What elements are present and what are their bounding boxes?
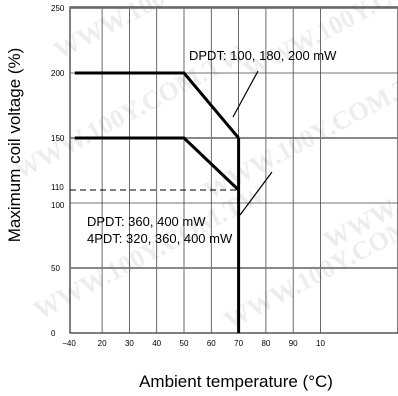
grid <box>69 6 398 334</box>
x-tick-label: 20 <box>98 339 107 348</box>
watermark-text: WWW.100Y.COM.TW <box>239 0 398 85</box>
y-tick-label: 50 <box>51 264 60 273</box>
plot-area <box>70 70 273 333</box>
y-tick-label: 110 <box>51 183 64 192</box>
x-tick-label: 70 <box>234 339 243 348</box>
watermark-text: WWW.100Y.COM.TW <box>199 59 398 205</box>
leader-line-lower <box>239 171 273 216</box>
y-tick-label: 250 <box>51 4 65 13</box>
x-tick-label: 60 <box>207 339 216 348</box>
plot-frame <box>69 6 398 334</box>
y-axis-label: Maximum coil voltage (%) <box>5 48 24 243</box>
series-line-2 <box>74 136 240 192</box>
y-tick-label: 150 <box>51 134 65 143</box>
y-tick-label: 200 <box>51 69 65 78</box>
x-axis-label: Ambient temperature (°C) <box>139 372 333 391</box>
x-tick-label: 10 <box>316 339 325 348</box>
leader-line-upper <box>232 70 259 118</box>
series-line-1 <box>74 71 240 139</box>
annotation-lower-line1: DPDT: 360, 400 mW <box>87 214 206 229</box>
y-tick-label: 0 <box>51 329 56 338</box>
annotation-lower-line2: 4PDT: 320, 360, 400 mW <box>87 231 233 246</box>
x-tick-label: 30 <box>125 339 134 348</box>
x-tick-label: −40 <box>62 339 76 348</box>
x-tick-label: 80 <box>261 339 270 348</box>
y-tick-label: 100 <box>51 201 65 210</box>
x-tick-label: 90 <box>289 339 298 348</box>
x-tick-label: 50 <box>180 339 189 348</box>
annotation-upper: DPDT: 100, 180, 200 mW <box>189 48 337 63</box>
x-tick-label: 40 <box>152 339 161 348</box>
